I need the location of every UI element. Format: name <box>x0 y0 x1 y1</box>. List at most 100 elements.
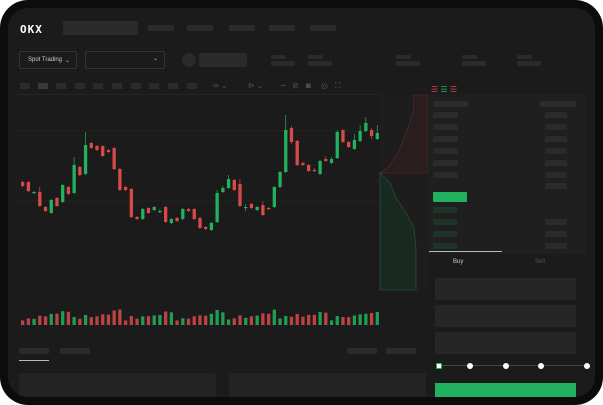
volume-bar <box>352 315 357 325</box>
candle <box>141 209 145 219</box>
interval-button[interactable] <box>93 83 103 89</box>
volume-bar <box>238 315 242 325</box>
volume-bar <box>141 316 145 325</box>
stat-label <box>517 55 532 59</box>
candle <box>43 207 48 211</box>
candle <box>123 187 128 190</box>
candle <box>278 172 282 187</box>
candle <box>312 170 317 172</box>
candle <box>209 223 214 230</box>
total-input[interactable] <box>435 332 576 354</box>
candle <box>181 209 185 219</box>
tab-history[interactable] <box>60 348 90 354</box>
candle <box>106 150 111 152</box>
both-view-icon[interactable]: ☰ <box>431 85 439 94</box>
bid-price <box>433 207 457 213</box>
slider-mark-50[interactable] <box>503 363 509 369</box>
nav-item[interactable] <box>148 25 174 31</box>
volume-bar <box>106 314 111 325</box>
stat-label <box>271 55 286 59</box>
candle <box>164 207 168 222</box>
bids-view-icon[interactable]: ☰ <box>440 85 448 94</box>
filter-button[interactable] <box>386 348 416 354</box>
volume-bar <box>347 317 351 325</box>
nav-item[interactable] <box>269 25 295 31</box>
nav-item[interactable] <box>310 25 336 31</box>
app-screen: OKX Spot Trading ⌄ ⌄ ∞ ⌄ ⊳ ⌄ ∼ ⊘ ◙ ◎ ⛶ ☰ … <box>8 8 595 397</box>
market-select-label: Spot Trading <box>28 57 63 63</box>
candle <box>289 128 294 142</box>
candle <box>38 192 42 206</box>
interval-button[interactable] <box>131 83 141 89</box>
slider-mark-100[interactable] <box>584 363 590 369</box>
candlestick-chart[interactable] <box>8 8 595 397</box>
stat-value <box>396 61 420 66</box>
tab-buy[interactable]: Buy <box>453 259 464 265</box>
volume-bar <box>95 316 99 325</box>
volume-bar <box>78 318 82 325</box>
candle <box>226 179 231 188</box>
interval-button[interactable] <box>187 83 197 89</box>
wave-icon[interactable]: ∼ <box>280 81 287 90</box>
interval-button[interactable] <box>38 83 48 89</box>
candle <box>341 130 345 142</box>
volume-bar <box>164 311 168 325</box>
candle <box>26 182 31 191</box>
ask-price <box>433 160 458 166</box>
amount-slider[interactable] <box>439 365 587 366</box>
indicator-icon[interactable]: ∞ ⌄ <box>213 81 228 90</box>
candle <box>284 130 288 172</box>
interval-button[interactable] <box>75 83 85 89</box>
volume-bar <box>255 315 259 325</box>
chevron-down-icon: ⌄ <box>65 57 71 64</box>
candle <box>21 182 25 186</box>
candle <box>175 218 179 221</box>
price-input[interactable] <box>435 278 576 300</box>
volume-bar <box>26 318 31 325</box>
asks-view-icon[interactable]: ☰ <box>449 85 457 94</box>
ruler-icon[interactable]: ⊘ <box>292 81 299 90</box>
fullscreen-icon[interactable]: ⛶ <box>335 81 341 90</box>
tab-sell[interactable]: Sell <box>535 259 546 265</box>
volume-bar <box>89 317 93 325</box>
pair-name-placeholder <box>199 53 247 67</box>
interval-button[interactable] <box>112 83 122 89</box>
candle <box>232 180 236 190</box>
ask-price <box>433 148 458 154</box>
candle <box>49 200 53 213</box>
interval-button[interactable] <box>56 83 66 89</box>
search-placeholder[interactable] <box>63 21 138 35</box>
nav-item[interactable] <box>187 25 213 31</box>
coin-icon <box>182 53 196 67</box>
amount-input[interactable] <box>435 305 576 327</box>
interval-button[interactable] <box>168 83 178 89</box>
candle <box>301 163 305 165</box>
slider-handle[interactable] <box>436 363 442 369</box>
filter-button[interactable] <box>347 348 377 354</box>
settings-icon[interactable]: ◎ <box>321 81 328 90</box>
candle <box>83 145 88 174</box>
candle <box>347 142 351 147</box>
orderbook-view-toggles[interactable]: ☰ ☰ ☰ <box>431 85 457 94</box>
volume-bar <box>289 316 294 325</box>
buy-button[interactable] <box>435 383 576 397</box>
orderbook-header <box>540 101 576 107</box>
candle <box>158 211 162 213</box>
volume-bar <box>209 313 214 325</box>
market-select[interactable]: Spot Trading ⌄ <box>19 51 77 69</box>
candle <box>89 143 93 148</box>
candle <box>129 189 133 217</box>
candle <box>169 219 174 223</box>
camera-icon[interactable]: ◙ <box>306 81 311 90</box>
slider-mark-75[interactable] <box>538 363 544 369</box>
divider <box>15 94 380 95</box>
interval-button[interactable] <box>149 83 159 89</box>
interval-button[interactable] <box>20 83 30 89</box>
volume-bar <box>38 315 42 325</box>
nav-item[interactable] <box>229 25 255 31</box>
volume-bar <box>249 316 254 325</box>
draw-icon[interactable]: ⊳ ⌄ <box>248 81 264 90</box>
pair-select[interactable]: ⌄ <box>85 51 165 69</box>
tab-open-orders[interactable] <box>19 348 49 354</box>
slider-mark-25[interactable] <box>467 363 473 369</box>
